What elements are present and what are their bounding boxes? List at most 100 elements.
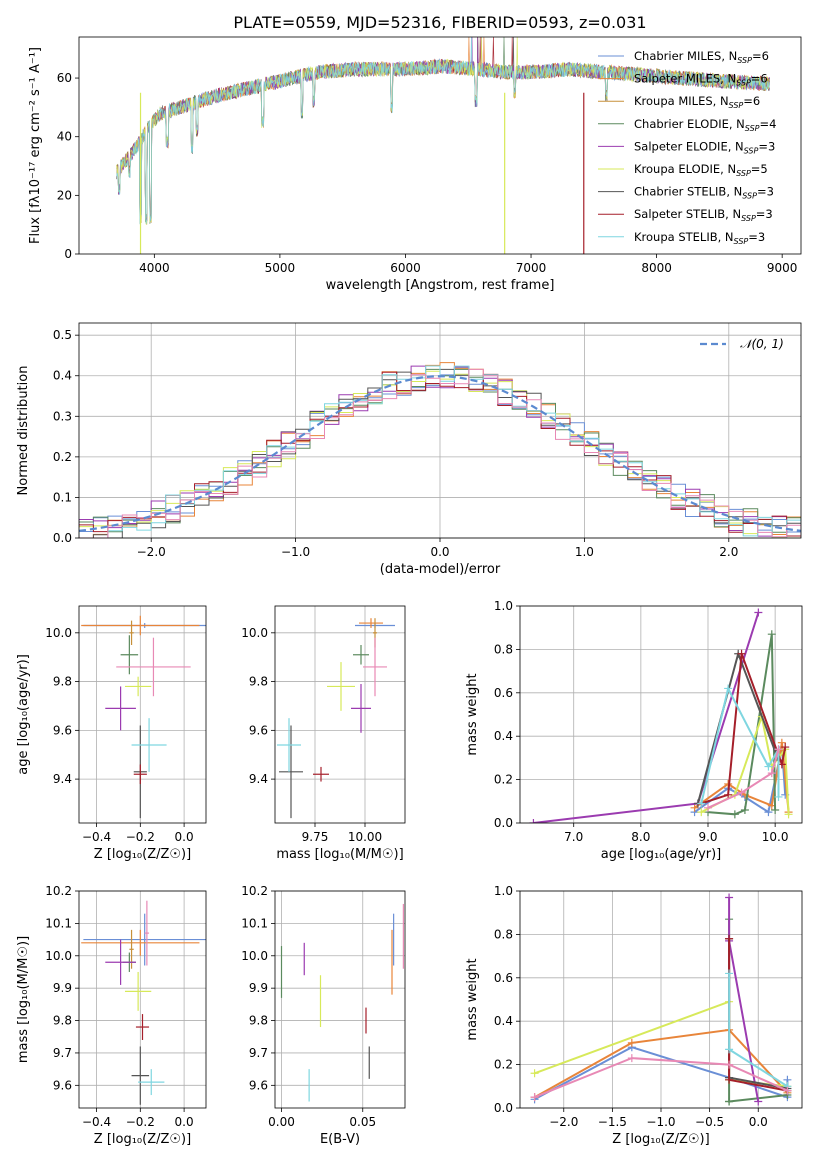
mass-weight-marker bbox=[783, 1086, 792, 1095]
x-tick-label: 8.0 bbox=[631, 830, 650, 844]
x-tick-label: −1.0 bbox=[281, 545, 310, 559]
y-axis-label: Normed distribution bbox=[16, 366, 31, 496]
mass-weight-marker bbox=[764, 762, 773, 771]
y-tick-label: 10.1 bbox=[241, 916, 268, 930]
y-tick-label: 10.2 bbox=[45, 884, 72, 898]
y-tick-label: 9.4 bbox=[53, 772, 72, 786]
residual-histogram bbox=[79, 368, 801, 538]
x-tick-label: 10.0 bbox=[762, 830, 789, 844]
x-tick-label: −0.2 bbox=[126, 830, 155, 844]
y-tick-label: 0.0 bbox=[494, 1101, 513, 1115]
legend-name: Chabrier STELIB, N bbox=[634, 185, 742, 199]
mass-weight-marker bbox=[725, 1045, 734, 1054]
legend-label: Kroupa STELIB, NSSP=3 bbox=[634, 230, 765, 246]
mass-weight-marker bbox=[697, 799, 706, 808]
y-tick-label: 9.6 bbox=[249, 723, 268, 737]
x-tick-label: 7.0 bbox=[564, 830, 583, 844]
axes-frame bbox=[78, 605, 207, 824]
y-tick-label: 10.1 bbox=[45, 916, 72, 930]
mass-weight-marker bbox=[627, 1054, 636, 1063]
y-tick-label: 0.1 bbox=[53, 490, 72, 504]
mass-vs-metallicity-plot-area bbox=[81, 900, 206, 1105]
mass-weight-marker bbox=[724, 684, 733, 693]
legend-sub: SSP bbox=[734, 237, 749, 246]
x-tick-label: 0.00 bbox=[268, 1115, 295, 1129]
x-axis-label: Z [log₁₀(Z/Z☉)] bbox=[612, 1132, 709, 1147]
mass-weight-marker bbox=[777, 738, 786, 747]
x-axis-label: Z [log₁₀(Z/Z☉)] bbox=[94, 847, 191, 862]
legend-label: Salpeter MILES, NSSP=6 bbox=[634, 72, 768, 88]
y-tick-label: 0.6 bbox=[494, 971, 513, 985]
mass-weight-marker bbox=[725, 1097, 734, 1106]
y-axis-label: mass weight bbox=[465, 673, 480, 755]
residual-legend: 𝒩(0, 1) bbox=[700, 337, 784, 351]
mass-weight-marker bbox=[781, 743, 790, 752]
y-tick-label: 9.8 bbox=[249, 1014, 268, 1028]
y-tick-label: 9.6 bbox=[53, 1078, 72, 1092]
x-tick-label: 10.00 bbox=[348, 830, 382, 844]
y-tick-label: 0.0 bbox=[53, 531, 72, 545]
x-tick-label: 7000 bbox=[516, 261, 547, 275]
x-tick-label: 0.0 bbox=[175, 1115, 194, 1129]
mass-weight-marker bbox=[725, 934, 734, 943]
legend-label: Chabrier ELODIE, NSSP=4 bbox=[634, 117, 776, 133]
legend-sub: SSP bbox=[741, 214, 756, 223]
x-axis-label: E(B-V) bbox=[320, 1132, 360, 1147]
axes-frame bbox=[78, 36, 802, 255]
age-vs-metallicity-plot-area bbox=[81, 615, 206, 819]
age-vs-metallicity-axes: −0.4 −0.2 0.0 9.4 9.6 9.8 10.0 Z [log₁₀(Z/Z☉)] a… bbox=[16, 605, 207, 862]
x-axis-label: mass [log₁₀(M/M☉)] bbox=[276, 847, 403, 862]
y-tick-label: 0.5 bbox=[53, 328, 72, 342]
legend-tail: =3 bbox=[757, 185, 774, 199]
x-tick-label: −0.4 bbox=[82, 1115, 111, 1129]
x-tick-label: 0.0 bbox=[749, 1115, 768, 1129]
legend-tail: =6 bbox=[751, 72, 768, 86]
mass-weight-marker bbox=[704, 803, 712, 812]
figure-title: PLATE=0559, MJD=52316, FIBERID=0593, z=0… bbox=[233, 13, 646, 32]
mass-weight-marker bbox=[771, 805, 780, 814]
mass-weight-marker bbox=[767, 769, 776, 778]
y-axis-label: mass weight bbox=[465, 958, 480, 1040]
y-tick-label: 9.7 bbox=[53, 1046, 72, 1060]
legend-sub: SSP bbox=[742, 192, 757, 201]
residuals-axes: −2.0 −1.0 0.0 1.0 2.0 0.0 0.1 0.2 0.3 0.4 0.5 (data… bbox=[16, 322, 802, 577]
mass-vs-metallicity-axes: −0.4 −0.2 0.0 9.6 9.7 9.8 9.9 10.0 10.1 10.2 Z [lo… bbox=[16, 884, 207, 1147]
x-tick-label: −1.5 bbox=[598, 1115, 627, 1129]
legend-tail: =3 bbox=[748, 230, 765, 244]
mass-weight-marker bbox=[530, 1069, 539, 1078]
x-tick-label: 0.0 bbox=[430, 545, 449, 559]
y-tick-label: 10.2 bbox=[241, 884, 268, 898]
y-tick-label: 9.8 bbox=[53, 1014, 72, 1028]
mass-weight-marker bbox=[730, 810, 739, 819]
y-tick-label: 60 bbox=[57, 71, 72, 85]
axes-frame bbox=[274, 605, 406, 824]
y-tick-label: 10.0 bbox=[241, 949, 268, 963]
axes-frame bbox=[519, 890, 803, 1109]
y-tick-label: 9.6 bbox=[249, 1078, 268, 1092]
mass-weight-marker bbox=[774, 745, 783, 754]
mass-weight-marker bbox=[737, 649, 746, 658]
x-tick-label: 6000 bbox=[390, 261, 421, 275]
y-axis-label: age [log₁₀(age/yr)] bbox=[16, 654, 31, 775]
y-tick-label: 9.6 bbox=[53, 723, 72, 737]
spectrum-line bbox=[116, 37, 770, 225]
legend-tail: =6 bbox=[752, 49, 769, 63]
x-tick-label: −2.0 bbox=[549, 1115, 578, 1129]
legend-label: Salpeter STELIB, NSSP=3 bbox=[634, 207, 773, 223]
mass-weight-line bbox=[534, 1028, 789, 1099]
y-axis-label: mass [log₁₀(M/M☉)] bbox=[16, 936, 31, 1063]
gaussian-curve bbox=[79, 375, 801, 532]
legend-label: Salpeter ELODIE, NSSP=3 bbox=[634, 139, 775, 155]
mass-weight-marker bbox=[737, 788, 746, 797]
mass-weight-marker bbox=[725, 893, 734, 902]
mass-vs-ebv-plot-area bbox=[280, 903, 404, 1102]
legend-name: Chabrier MILES, N bbox=[634, 49, 737, 63]
x-tick-label: −0.4 bbox=[82, 830, 111, 844]
y-tick-label: 10.0 bbox=[45, 949, 72, 963]
axes-frame bbox=[274, 890, 406, 1109]
mass-weight-marker bbox=[627, 1038, 636, 1047]
y-tick-label: 0.4 bbox=[53, 369, 72, 383]
y-tick-label: 9.4 bbox=[249, 772, 268, 786]
